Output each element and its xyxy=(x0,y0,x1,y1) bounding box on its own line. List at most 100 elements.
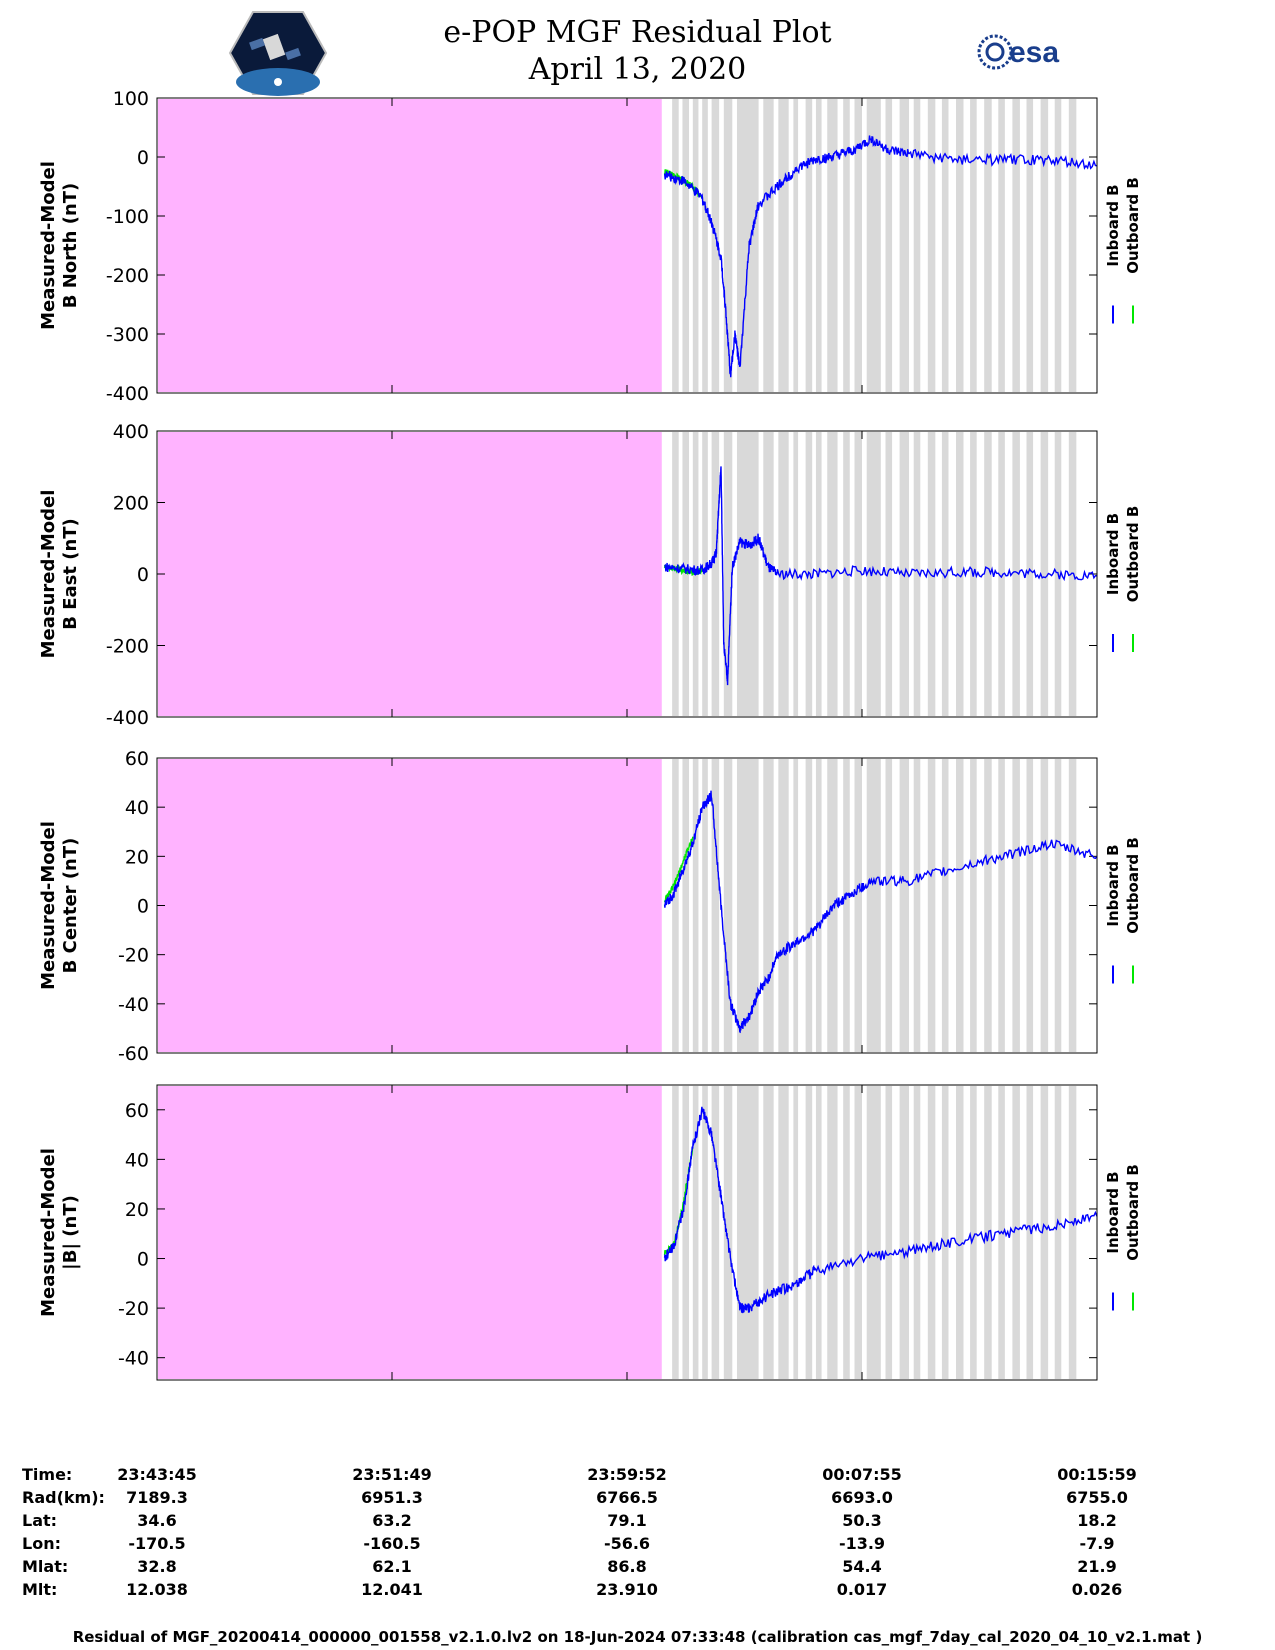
series-inboard-line xyxy=(663,790,1098,1034)
y-axis-label: Measured-Model|B| (nT) xyxy=(38,1148,81,1317)
data-gap-bar xyxy=(970,759,977,1052)
y-tick-label: -100 xyxy=(106,206,149,228)
data-gap-bar xyxy=(956,99,964,392)
legend: Inboard B Outboard B xyxy=(1104,1164,1142,1311)
data-gap-bar xyxy=(956,432,964,716)
data-gap-bar xyxy=(1054,759,1062,1052)
data-gap-bar xyxy=(885,1086,893,1379)
y-tick-label: -20 xyxy=(118,945,149,967)
data-gap-bar xyxy=(736,759,759,1052)
legend-label: Inboard B xyxy=(1104,844,1122,926)
y-tick-label: 400 xyxy=(113,421,149,443)
data-gap-bar xyxy=(998,432,1005,716)
data-gap-bar xyxy=(763,1086,774,1379)
data-gap-bar xyxy=(984,432,992,716)
data-gap-bar xyxy=(1068,759,1077,1052)
data-gap-bar xyxy=(793,99,799,392)
title-line-2: April 13, 2020 xyxy=(528,52,747,87)
y-axis-label-line-1: Measured-Model xyxy=(38,1148,59,1317)
y-axis-label-line-2: B Center (nT) xyxy=(60,838,81,974)
data-gap-bar xyxy=(702,759,708,1052)
y-tick-label: -200 xyxy=(106,265,149,287)
row-value: 00:15:59 xyxy=(1057,1465,1137,1484)
data-gap-bar xyxy=(1012,1086,1020,1379)
esa-logo-icon: esa xyxy=(977,34,1059,70)
data-gap-bar xyxy=(672,432,679,716)
data-gap-bar xyxy=(736,1086,759,1379)
data-gap-bar xyxy=(843,99,850,392)
legend: Inboard B Outboard B xyxy=(1104,506,1142,652)
y-axis-label: Measured-ModelB East (nT) xyxy=(38,490,81,659)
data-gap-bar xyxy=(854,432,862,716)
legend-label: Outboard B xyxy=(1124,837,1142,934)
data-gap-bar xyxy=(793,432,799,716)
data-gap-bar xyxy=(941,99,949,392)
data-gap-bar xyxy=(1012,99,1020,392)
plot-frame xyxy=(156,1084,1098,1381)
data-gap-bar xyxy=(692,759,699,1052)
series-inboard-line xyxy=(663,135,1098,378)
y-tick-label: 0 xyxy=(137,147,149,169)
data-gap-bar xyxy=(827,432,838,716)
data-gap-bar xyxy=(763,759,774,1052)
row-label: Lon: xyxy=(22,1534,61,1553)
data-gap-bar xyxy=(984,759,992,1052)
data-gap-bar xyxy=(778,759,789,1052)
row-value: -170.5 xyxy=(128,1534,186,1553)
row-value: 23:59:52 xyxy=(587,1465,667,1484)
row-value: 12.041 xyxy=(361,1580,423,1599)
legend-label: Inboard B xyxy=(1104,184,1122,266)
y-tick-label: 0 xyxy=(137,896,149,918)
data-gap-bar xyxy=(885,99,893,392)
data-gap-bar xyxy=(1068,99,1077,392)
y-tick-label: -400 xyxy=(106,383,149,405)
data-gap-bar xyxy=(927,99,936,392)
row-value: 6766.5 xyxy=(596,1488,658,1507)
data-gap-bar xyxy=(702,1086,708,1379)
data-gap-bar xyxy=(899,759,909,1052)
data-gap-bar xyxy=(956,759,964,1052)
y-tick-label: -200 xyxy=(106,636,149,658)
data-gap-bar xyxy=(899,99,909,392)
data-gap-bar xyxy=(672,1086,679,1379)
data-gap-bar xyxy=(682,432,690,716)
row-value: 79.1 xyxy=(607,1511,647,1530)
data-gap-bar xyxy=(723,1086,733,1379)
data-gap-bar xyxy=(927,759,936,1052)
row-value: 63.2 xyxy=(372,1511,412,1530)
row-value: -56.6 xyxy=(603,1534,651,1553)
data-gap-bar xyxy=(1040,432,1049,716)
y-axis-label-line-2: |B| (nT) xyxy=(60,1195,81,1270)
y-tick-label: -400 xyxy=(106,707,149,729)
row-value: 62.1 xyxy=(372,1557,412,1576)
y-axis-label: Measured-ModelB North (nT) xyxy=(38,161,81,330)
y-tick-label: -60 xyxy=(118,1043,149,1065)
data-gap-bar xyxy=(702,432,708,716)
y-tick-label: -40 xyxy=(118,994,149,1016)
legend-label: Outboard B xyxy=(1124,177,1142,274)
y-tick-label: 0 xyxy=(137,564,149,586)
data-gap-bar xyxy=(682,99,690,392)
plot-frame xyxy=(156,757,1098,1054)
row-value: 32.8 xyxy=(137,1557,177,1576)
data-gap-bar xyxy=(827,1086,838,1379)
data-gap-bar xyxy=(723,432,733,716)
row-label: Lat: xyxy=(22,1511,58,1530)
data-gap-bar xyxy=(927,1086,936,1379)
data-gap-bar xyxy=(736,432,759,716)
data-gap-bar xyxy=(984,99,992,392)
row-value: 6951.3 xyxy=(361,1488,423,1507)
y-tick-label: 40 xyxy=(125,797,149,819)
data-gap-bar xyxy=(843,759,850,1052)
data-gap-bar xyxy=(866,99,881,392)
row-value: 7189.3 xyxy=(126,1488,188,1507)
data-gap-bar xyxy=(1040,759,1049,1052)
data-gap-bar xyxy=(998,99,1005,392)
data-gap-bar xyxy=(692,1086,699,1379)
data-gap-bar xyxy=(815,99,822,392)
y-tick-label: -20 xyxy=(118,1298,149,1320)
data-gap-bar xyxy=(763,99,774,392)
row-label: Rad(km): xyxy=(22,1488,105,1507)
data-gap-bar xyxy=(1040,1086,1049,1379)
footer-note: Residual of MGF_20200414_000000_001558_v… xyxy=(72,1628,1203,1646)
